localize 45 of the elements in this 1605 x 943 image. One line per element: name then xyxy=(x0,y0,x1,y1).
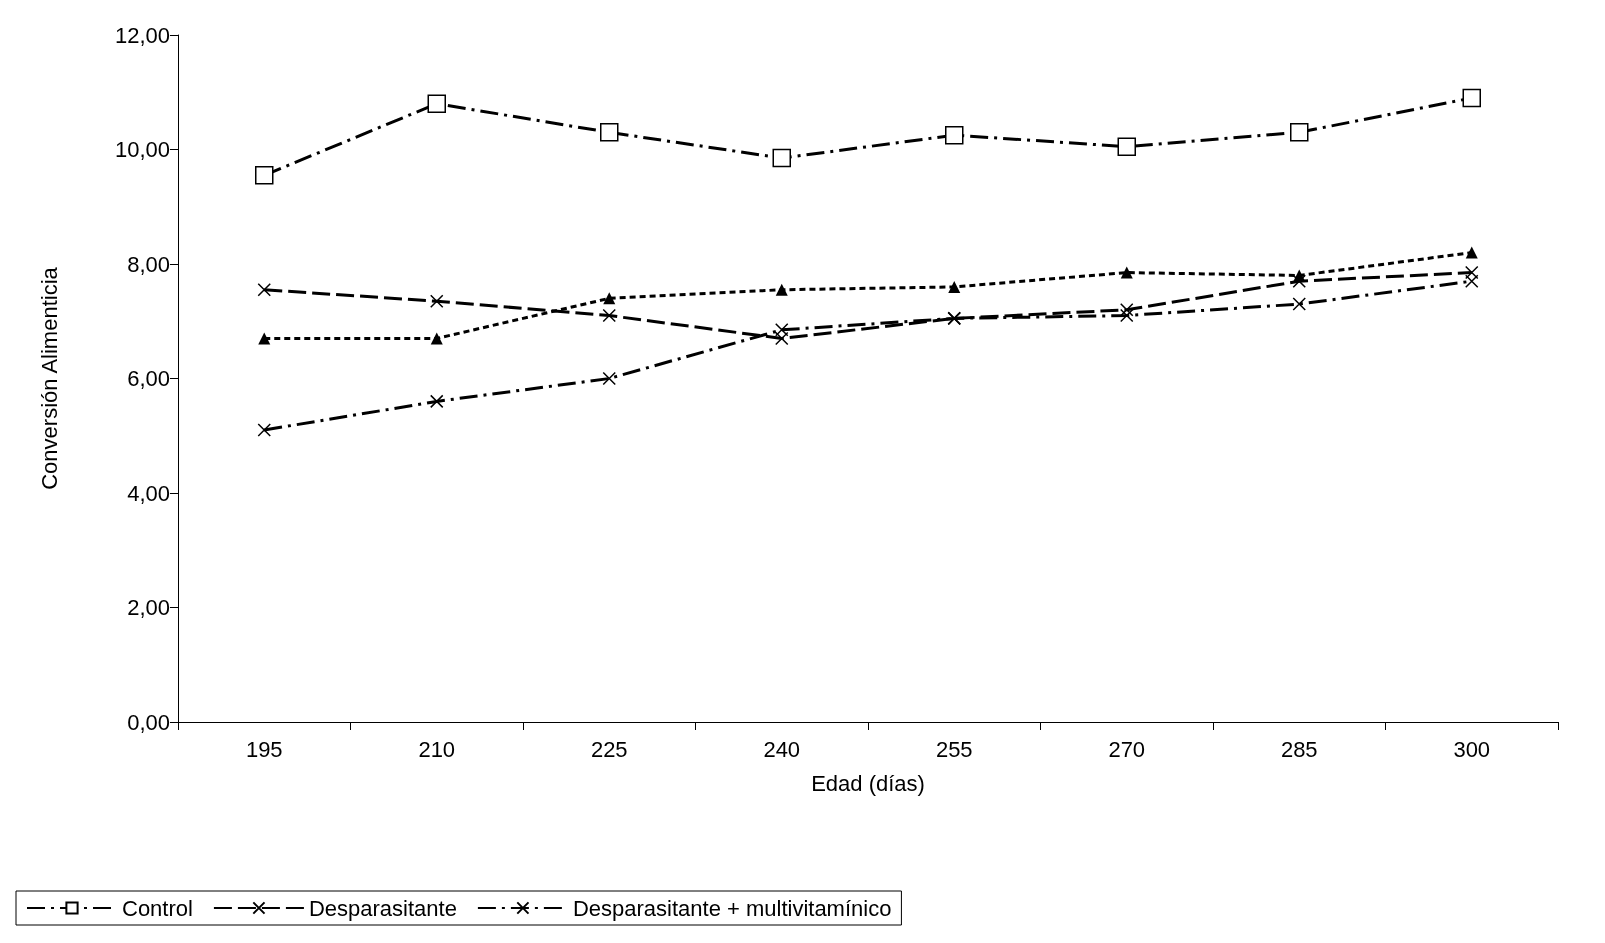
point xyxy=(1120,308,1134,323)
legend-label: Desparasitante xyxy=(308,895,457,921)
point xyxy=(948,280,961,293)
y-tick-label: 2,00 xyxy=(127,595,170,620)
point xyxy=(430,394,444,409)
point xyxy=(1290,123,1309,142)
y-axis-title: Conversión Alimenticia xyxy=(36,266,62,490)
y-tick-label: 12,00 xyxy=(114,22,170,48)
point xyxy=(603,292,616,305)
x-tick-label: 300 xyxy=(1453,736,1491,762)
point xyxy=(1292,274,1306,288)
point xyxy=(775,283,788,296)
x-tick-label: 225 xyxy=(590,736,628,762)
point xyxy=(1465,246,1478,259)
point xyxy=(772,148,791,168)
point xyxy=(1120,303,1134,317)
point xyxy=(258,332,271,345)
x-tick-label: 270 xyxy=(1108,736,1146,762)
x-tick-label: 210 xyxy=(418,736,456,762)
point xyxy=(257,423,271,437)
y-tick-label: 10,00 xyxy=(114,137,170,162)
point xyxy=(945,125,964,145)
y-tick-label: 6,00 xyxy=(127,366,170,391)
point xyxy=(430,294,444,308)
point xyxy=(602,308,616,323)
point xyxy=(600,123,619,142)
point xyxy=(602,371,616,386)
point xyxy=(430,332,443,345)
point xyxy=(1462,88,1481,108)
y-tick-label: 4,00 xyxy=(127,480,170,506)
point xyxy=(255,166,274,185)
x-tick-label: 255 xyxy=(935,736,973,762)
point xyxy=(1292,297,1306,311)
x-tick-label: 195 xyxy=(245,736,283,762)
point xyxy=(1120,266,1133,279)
y-tick-label: 8,00 xyxy=(127,251,170,277)
x-tick-label: 285 xyxy=(1280,736,1318,762)
legend-label: Control xyxy=(122,895,193,921)
point xyxy=(427,94,446,113)
point xyxy=(257,283,271,297)
x-tick-label: 240 xyxy=(763,736,801,762)
y-tick-label: 0,00 xyxy=(127,709,170,735)
x-axis-title: Edad (días) xyxy=(811,770,925,796)
legend-label: Desparasitante + multivitamínico xyxy=(572,895,892,921)
point xyxy=(1117,137,1136,156)
